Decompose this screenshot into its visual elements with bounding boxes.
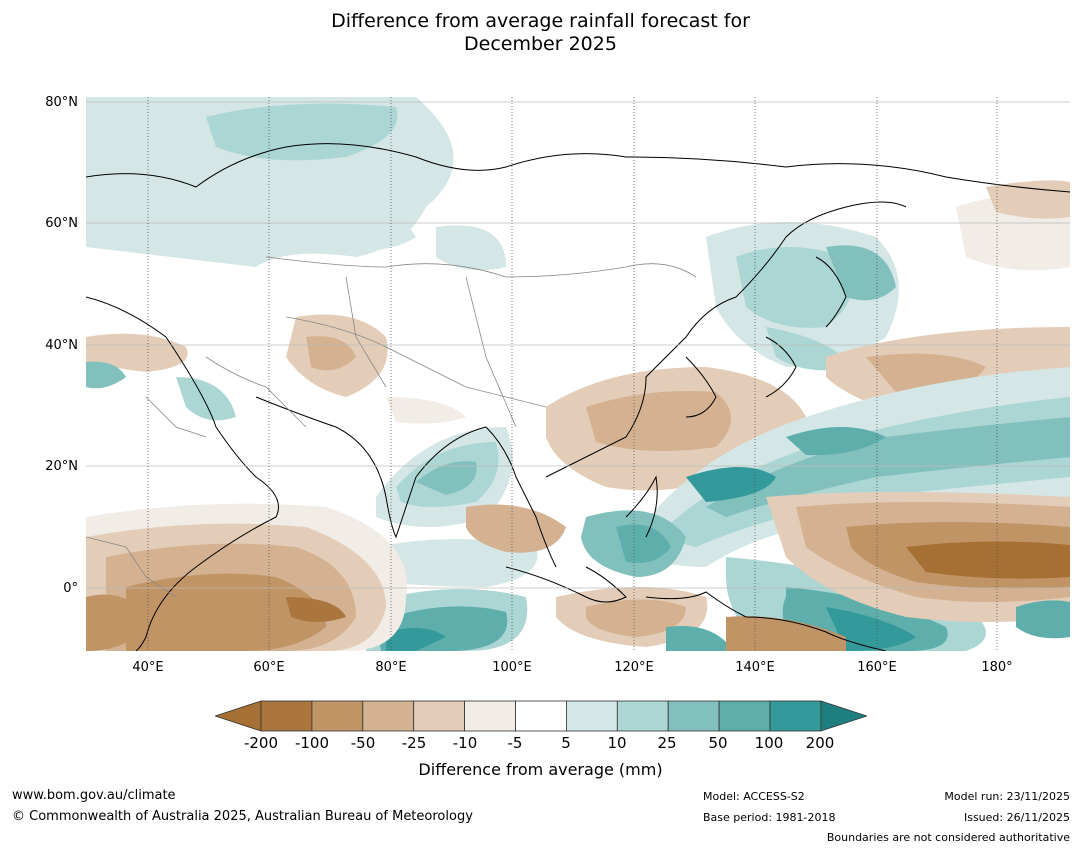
model-text: Model: ACCESS-S2 — [703, 790, 805, 803]
model-run-text: Model run: 23/11/2025 — [944, 790, 1070, 803]
colorbar-tick: -100 — [294, 734, 330, 752]
anomaly-north-wet — [86, 97, 506, 271]
colorbar-swatch — [718, 700, 771, 732]
colorbar-swatch — [769, 700, 822, 732]
colorbar-extend-high — [820, 700, 867, 732]
lat-label-0: 0° — [63, 581, 78, 596]
lat-label-20n: 20°N — [45, 459, 78, 474]
colorbar-swatch — [464, 700, 516, 732]
anomaly-south-pacific-dry — [766, 492, 1070, 639]
colorbar-extend-low — [215, 700, 262, 732]
website-link[interactable]: www.bom.gov.au/climate — [12, 788, 176, 803]
title-line-2: December 2025 — [464, 33, 617, 55]
title-line-1: Difference from average rainfall forecas… — [331, 10, 750, 32]
anomaly-north-australia — [666, 616, 846, 651]
colorbar-tick: 10 — [607, 734, 627, 752]
issued-text: Issued: 26/11/2025 — [963, 811, 1070, 824]
lon-label-120e: 120°E — [614, 660, 654, 675]
base-period-text: Base period: 1981-2018 — [703, 811, 836, 824]
colorbar-tick: 200 — [805, 734, 835, 752]
colorbar-tick: 100 — [754, 734, 784, 752]
colorbar-label: Difference from average (mm) — [418, 760, 663, 779]
copyright-text: © Commonwealth of Australia 2025, Austra… — [12, 809, 473, 824]
disclaimer-text: Boundaries are not considered authoritat… — [826, 831, 1070, 844]
lon-label-80e: 80°E — [375, 660, 407, 675]
lon-label-160e: 160°E — [857, 660, 897, 675]
map-title: Difference from average rainfall forecas… — [0, 10, 1081, 56]
country-boundaries — [86, 256, 697, 598]
colorbar-swatch — [616, 700, 669, 732]
colorbar-tick: -200 — [243, 734, 279, 752]
rainfall-map[interactable] — [86, 97, 1070, 651]
anomaly-africa-dry — [86, 503, 407, 651]
lon-label-60e: 60°E — [253, 660, 285, 675]
lat-label-40n: 40°N — [45, 338, 78, 353]
colorbar-swatch — [311, 700, 364, 732]
colorbar-tick: -50 — [350, 734, 376, 752]
colorbar — [215, 700, 867, 732]
colorbar-swatch — [515, 700, 567, 732]
lon-label-40e: 40°E — [132, 660, 164, 675]
lon-label-100e: 100°E — [492, 660, 532, 675]
colorbar-tick: 25 — [657, 734, 677, 752]
colorbar-swatch — [362, 700, 415, 732]
coastlines — [86, 143, 1070, 651]
colorbar-swatch — [565, 700, 618, 732]
colorbar-swatch — [260, 700, 313, 732]
colorbar-tick: -10 — [452, 734, 478, 752]
colorbar-swatch — [413, 700, 465, 732]
graticule — [86, 97, 1070, 651]
lon-label-180: 180° — [981, 660, 1013, 675]
colorbar-tick: -5 — [507, 734, 523, 752]
colorbar-tick: 50 — [708, 734, 728, 752]
colorbar-swatch — [667, 700, 720, 732]
colorbar-tick: 5 — [561, 734, 571, 752]
anomaly-pacific-wet — [626, 367, 1070, 567]
colorbar-tick: -25 — [401, 734, 427, 752]
lon-label-140e: 140°E — [735, 660, 775, 675]
lat-label-80n: 80°N — [45, 95, 78, 110]
lat-label-60n: 60°N — [45, 216, 78, 231]
